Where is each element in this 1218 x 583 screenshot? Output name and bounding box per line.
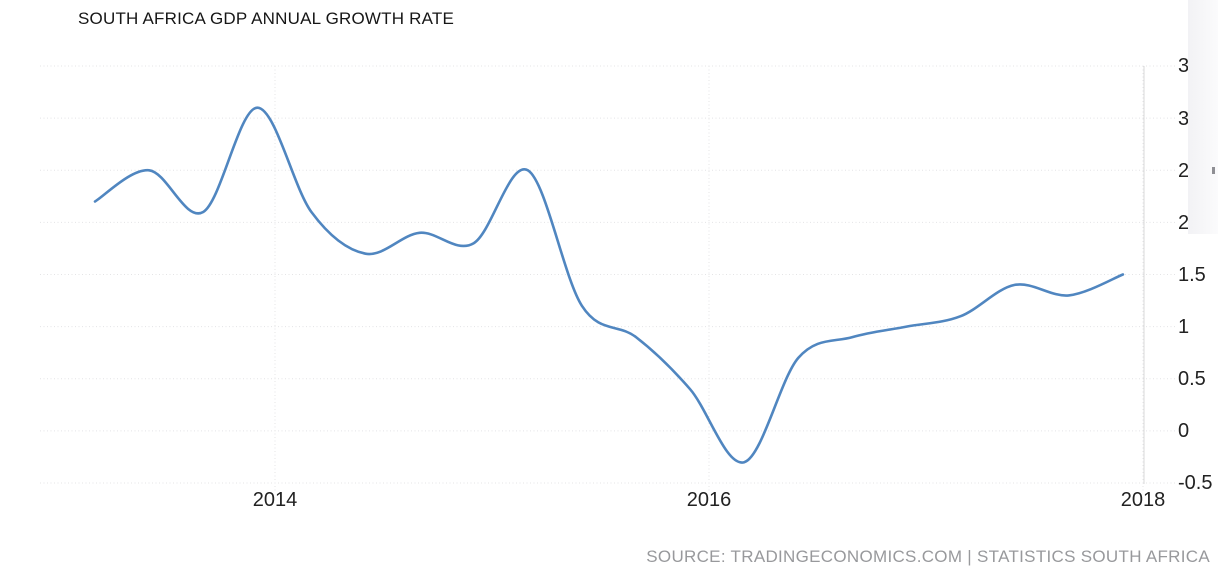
scrollbar-fragment bbox=[1212, 167, 1215, 174]
x-axis-label: 2016 bbox=[686, 489, 732, 511]
y-axis-label: -0.5 bbox=[1178, 472, 1213, 494]
source-attribution: SOURCE: TRADINGECONOMICS.COM | STATISTIC… bbox=[646, 547, 1210, 566]
y-axis-label: 3 bbox=[1178, 108, 1190, 130]
y-axis-label: 0.5 bbox=[1178, 368, 1206, 390]
y-axis-label: 2 bbox=[1178, 212, 1190, 234]
y-axis-label: 0 bbox=[1178, 420, 1190, 442]
overlay-panel bbox=[1188, 0, 1218, 234]
x-axis-label: 2014 bbox=[252, 489, 298, 511]
chart-title: SOUTH AFRICA GDP ANNUAL GROWTH RATE bbox=[78, 9, 455, 28]
y-axis-label: 1 bbox=[1178, 316, 1190, 338]
x-axis-label: 2018 bbox=[1120, 489, 1166, 511]
gdp-line-series[interactable] bbox=[93, 106, 1125, 464]
y-axis-label: 1.5 bbox=[1178, 264, 1206, 286]
